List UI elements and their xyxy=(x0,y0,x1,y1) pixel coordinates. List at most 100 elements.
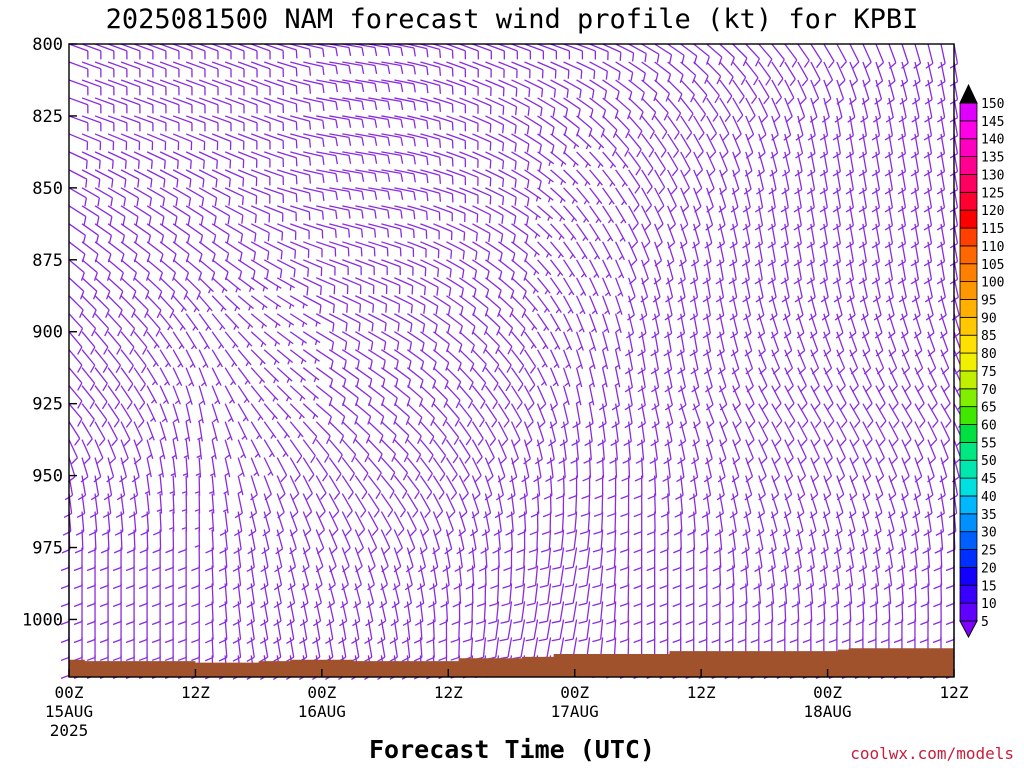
barb-staff xyxy=(367,583,375,603)
wind-barb xyxy=(615,61,634,81)
barb-staff xyxy=(120,403,133,422)
wind-barb xyxy=(497,403,510,428)
wind-barb xyxy=(680,151,691,177)
barb-staff xyxy=(133,349,147,367)
wind-barb xyxy=(503,547,513,572)
wind-barb xyxy=(107,403,120,428)
barb-feather xyxy=(117,328,123,337)
barb-staff xyxy=(654,133,667,151)
barb-staff xyxy=(393,637,398,658)
barb-feather xyxy=(383,341,387,351)
barb-staff xyxy=(485,259,503,273)
barb-staff xyxy=(640,457,644,478)
wind-barb xyxy=(211,259,229,281)
barb-feather xyxy=(637,386,646,393)
wind-barb xyxy=(250,277,269,292)
barb-staff xyxy=(211,349,224,368)
barb-staff xyxy=(654,439,658,460)
wind-barb xyxy=(329,295,349,313)
wind-barb xyxy=(393,475,408,499)
barb-staff xyxy=(628,151,642,169)
wind-barb xyxy=(172,97,193,114)
wind-barb xyxy=(446,259,465,279)
wind-barb xyxy=(224,241,243,262)
barb-half-feather xyxy=(183,454,189,459)
wind-barb xyxy=(432,403,448,427)
barb-staff xyxy=(432,403,448,419)
barb-staff xyxy=(107,277,124,292)
wind-barb xyxy=(329,43,352,56)
barb-feather xyxy=(138,402,146,410)
barb-staff xyxy=(641,349,646,370)
wind-barb xyxy=(290,115,312,130)
barb-staff xyxy=(393,583,400,604)
wind-barb xyxy=(550,241,564,259)
wind-barb xyxy=(80,457,89,483)
wind-barb xyxy=(263,295,282,310)
barb-staff xyxy=(536,385,547,405)
wind-barb xyxy=(112,547,122,572)
barb-staff xyxy=(432,583,437,604)
barb-staff xyxy=(328,511,339,530)
wind-barb xyxy=(250,151,271,168)
barb-staff xyxy=(485,61,505,70)
barb-staff xyxy=(445,493,456,512)
barb-staff xyxy=(81,385,95,402)
barb-feather xyxy=(480,548,489,554)
wind-barb xyxy=(94,277,111,300)
barb-staff xyxy=(654,457,658,478)
barb-half-feather xyxy=(209,472,215,477)
wind-barb xyxy=(445,385,461,409)
wind-barb xyxy=(94,79,115,96)
wind-barb xyxy=(589,223,601,242)
wind-barb xyxy=(420,97,442,112)
barb-staff xyxy=(615,169,628,187)
wind-barb xyxy=(464,583,474,608)
barb-staff xyxy=(172,385,181,405)
barb-feather xyxy=(124,160,127,169)
barb-feather xyxy=(636,149,642,158)
barb-staff xyxy=(497,547,500,568)
barb-staff xyxy=(107,169,127,180)
barb-half-feather xyxy=(197,418,203,423)
barb-staff xyxy=(380,637,386,658)
barb-feather xyxy=(425,211,428,220)
barb-staff xyxy=(432,493,444,512)
barb-half-feather xyxy=(202,363,207,368)
barb-staff xyxy=(563,61,583,71)
wind-barb xyxy=(185,151,205,169)
wind-barb xyxy=(624,403,633,429)
barb-half-feather xyxy=(199,400,205,405)
barb-staff xyxy=(628,223,639,243)
wind-barb xyxy=(589,43,609,61)
wind-barb xyxy=(316,205,338,220)
wind-barb xyxy=(86,583,96,608)
barb-staff xyxy=(237,583,242,604)
barb-staff xyxy=(315,457,329,475)
barb-staff xyxy=(628,187,640,206)
wind-barb xyxy=(446,331,463,353)
wind-barb xyxy=(196,439,203,460)
wind-barb xyxy=(507,475,516,501)
wind-barb xyxy=(459,259,478,279)
barb-feather xyxy=(367,416,372,425)
barb-staff xyxy=(393,529,403,549)
barb-staff xyxy=(316,259,336,268)
barb-feather xyxy=(322,473,329,482)
wind-barb xyxy=(377,619,386,645)
barb-staff xyxy=(575,439,579,460)
wind-barb xyxy=(533,457,542,483)
barb-feather xyxy=(262,530,271,537)
barb-staff xyxy=(549,403,558,423)
barb-staff xyxy=(524,295,539,312)
wind-barb xyxy=(563,169,579,186)
barb-feather xyxy=(178,548,187,554)
wind-barb xyxy=(563,259,576,278)
barb-feather xyxy=(663,350,672,357)
wind-barb xyxy=(511,43,532,60)
barb-staff xyxy=(419,403,435,419)
barb-staff xyxy=(315,331,334,343)
barb-staff xyxy=(68,169,88,180)
barb-staff xyxy=(536,349,548,368)
barb-feather xyxy=(280,250,283,260)
